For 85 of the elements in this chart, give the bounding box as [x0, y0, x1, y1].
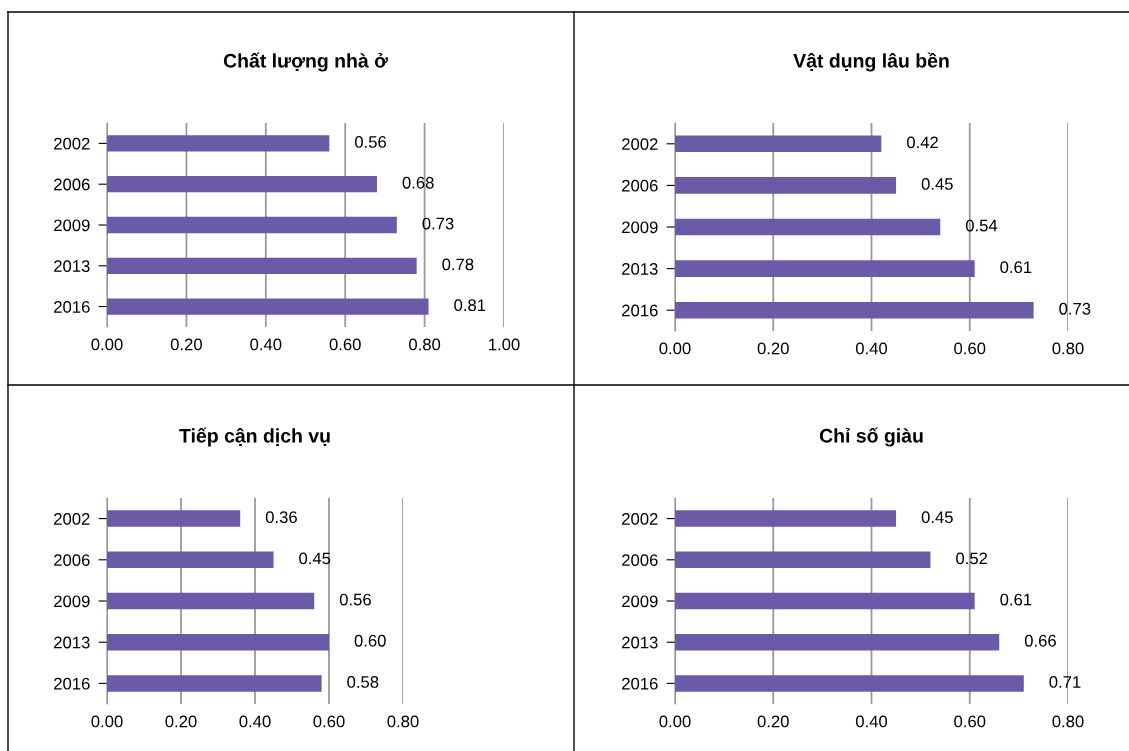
chart-title: Chất lượng nhà ở	[223, 52, 388, 72]
x-tick-label: 0.20	[165, 715, 197, 728]
data-label: 0.54	[965, 219, 998, 232]
data-label: 0.42	[906, 136, 938, 149]
data-label: 0.68	[402, 176, 434, 189]
y-tick-label: 2016	[54, 301, 90, 313]
bar	[675, 675, 1024, 692]
y-tick-label: 2006	[54, 554, 90, 566]
bar	[107, 176, 377, 193]
y-tick-label: 2009	[622, 221, 658, 234]
x-tick-label: 0.40	[239, 715, 271, 728]
x-tick-label: 0.00	[91, 338, 123, 351]
y-tick-label: 2013	[622, 263, 658, 275]
chart-title: Tiếp cận dịch vụ	[179, 427, 330, 447]
x-tick-label: 0.40	[855, 342, 888, 355]
data-label: 0.61	[1000, 261, 1032, 274]
x-tick-label: 0.80	[409, 338, 441, 351]
bar	[107, 551, 274, 569]
y-tick-label: 2002	[54, 137, 90, 150]
y-tick-label: 2009	[54, 595, 90, 608]
data-label: 0.73	[422, 217, 454, 230]
bar	[107, 592, 315, 610]
bar	[675, 592, 975, 610]
x-tick-label: 0.20	[170, 338, 202, 351]
x-tick-label: 0.40	[855, 715, 888, 728]
bar	[675, 633, 1000, 651]
data-label: 0.58	[347, 676, 379, 688]
x-tick-label: 0.20	[757, 715, 789, 728]
data-label: 0.56	[354, 136, 387, 148]
y-tick-label: 2006	[622, 179, 658, 192]
bar	[675, 218, 941, 236]
bar	[107, 298, 429, 315]
bar	[675, 510, 897, 527]
bar	[107, 257, 417, 274]
x-tick-label: 0.60	[313, 715, 345, 728]
bar	[675, 177, 897, 194]
bar	[107, 675, 322, 692]
bar	[675, 135, 882, 153]
x-tick-label: 0.80	[1052, 715, 1084, 728]
y-tick-label: 2016	[622, 304, 658, 317]
x-tick-label: 0.60	[954, 342, 986, 355]
bar	[107, 216, 397, 234]
y-tick-label: 2016	[54, 677, 90, 690]
x-tick-label: 0.60	[329, 338, 361, 351]
y-tick-label: 2009	[54, 219, 90, 232]
y-tick-label: 2016	[622, 677, 658, 690]
x-tick-label: 0.20	[757, 342, 789, 355]
data-label: 0.61	[1000, 593, 1032, 606]
chart-title: Vật dụng lâu bền	[793, 52, 949, 72]
bar	[107, 633, 329, 651]
data-label: 0.45	[299, 552, 331, 565]
bar	[675, 301, 1034, 319]
data-label: 0.78	[442, 258, 474, 271]
data-label: 0.52	[956, 552, 988, 565]
x-tick-label: 1.00	[489, 338, 520, 351]
x-tick-label: 0.00	[659, 715, 691, 728]
y-tick-label: 2013	[54, 636, 90, 649]
data-label: 0.73	[1059, 302, 1091, 315]
y-tick-label: 2006	[54, 178, 90, 191]
data-label: 0.45	[921, 511, 953, 524]
data-label: 0.36	[265, 511, 297, 524]
y-tick-label: 2002	[54, 513, 90, 525]
y-tick-label: 2013	[54, 260, 90, 272]
y-tick-label: 2013	[622, 636, 658, 649]
y-tick-label: 2009	[622, 595, 658, 608]
data-label: 0.45	[921, 178, 953, 190]
chart-title: Chỉ số giàu	[819, 427, 923, 447]
x-tick-label: 0.00	[659, 342, 691, 355]
x-tick-label: 0.80	[387, 715, 419, 728]
data-label: 0.60	[354, 634, 386, 647]
data-label: 0.81	[454, 299, 486, 312]
x-tick-label: 0.00	[91, 715, 123, 728]
bar	[675, 260, 975, 277]
data-label: 0.66	[1024, 634, 1056, 647]
bar	[675, 551, 931, 569]
bar	[107, 135, 330, 152]
data-label: 0.71	[1049, 676, 1081, 688]
bar	[107, 510, 241, 527]
x-tick-label: 0.60	[954, 715, 986, 728]
x-tick-label: 0.80	[1052, 342, 1084, 355]
y-tick-label: 2002	[622, 513, 658, 525]
data-label: 0.56	[339, 593, 371, 606]
y-tick-label: 2006	[622, 554, 658, 566]
x-tick-label: 0.40	[250, 338, 282, 351]
y-tick-label: 2002	[622, 138, 658, 150]
